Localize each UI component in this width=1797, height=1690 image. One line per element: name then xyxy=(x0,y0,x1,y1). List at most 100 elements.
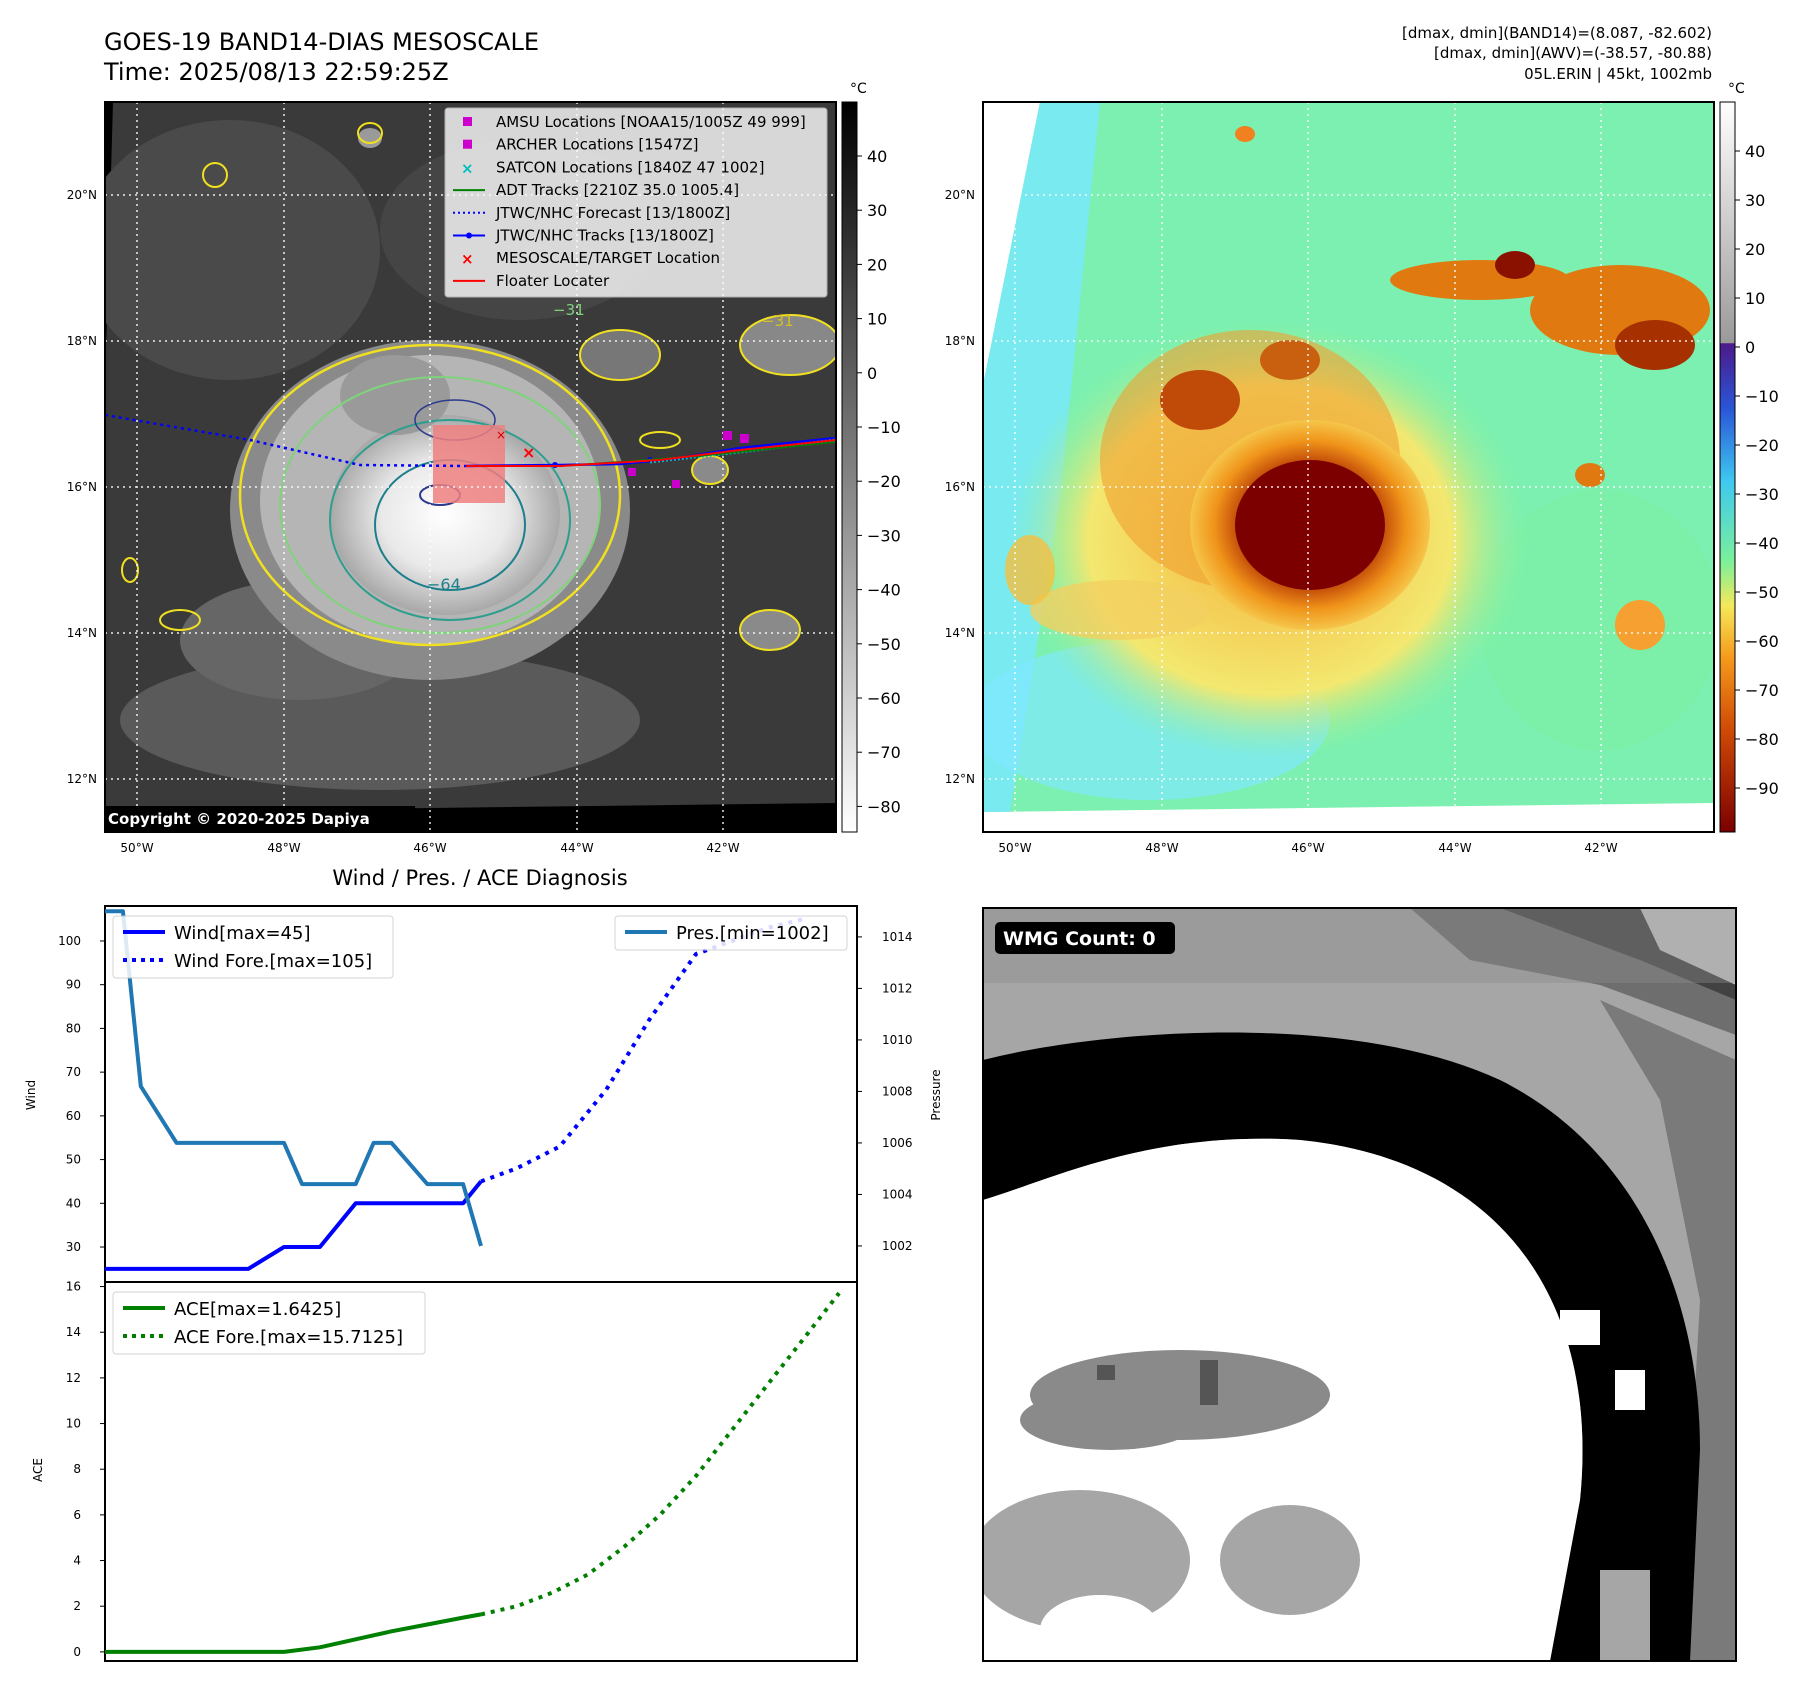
colorbar-tick-label: −30 xyxy=(1745,485,1779,504)
svg-text:×: × xyxy=(496,428,506,442)
lon-tick-label: 44°W xyxy=(1438,841,1471,855)
info-storm: 05L.ERIN | 45kt, 1002mb xyxy=(1524,65,1712,83)
legend-item-label: MESOSCALE/TARGET Location xyxy=(496,249,720,267)
svg-text:×: × xyxy=(522,443,535,462)
colorbar-tick-label: 40 xyxy=(1745,142,1765,161)
colorbar-tick-label: 0 xyxy=(1745,338,1755,357)
y-tick-label: 10 xyxy=(66,1417,81,1431)
colorbar-tick-label: 30 xyxy=(1745,191,1765,210)
lat-tick-label: 16°N xyxy=(945,480,975,494)
legend-wind-forecast: Wind Fore.[max=105] xyxy=(174,951,372,972)
series-line-0 xyxy=(105,1180,483,1271)
y-tick-label: 6 xyxy=(73,1508,81,1522)
y-tick-label: 2 xyxy=(73,1599,81,1613)
contour-label-1: −31 xyxy=(553,301,585,319)
ace-chart: 0 2 4 6 8 10 12 14 16 ACE ACE[max=1.6425] ACE Fo… xyxy=(31,1280,858,1662)
awv-colorbar-unit: °C xyxy=(1728,81,1745,97)
legend-item-label: JTWC/NHC Tracks [13/1800Z] xyxy=(495,227,714,245)
lon-tick-label: 50°W xyxy=(998,841,1031,855)
y-tick-label: 0 xyxy=(73,1645,81,1659)
legend-ace: ACE[max=1.6425] xyxy=(174,1299,341,1320)
lat-tick-label: 12°N xyxy=(67,772,97,786)
copyright-label: Copyright © 2020-2025 Dapiya xyxy=(108,810,370,828)
lat-tick-label: 16°N xyxy=(67,480,97,494)
awv-image xyxy=(983,102,1714,832)
y-tick-label: 50 xyxy=(66,1153,81,1167)
lon-tick-label: 46°W xyxy=(413,841,446,855)
figure-time: Time: 2025/08/13 22:59:25Z xyxy=(103,58,449,86)
colorbar-tick-label: −80 xyxy=(867,797,901,816)
series-line-2 xyxy=(105,909,483,1247)
legend-item-label: Floater Locater xyxy=(496,272,610,290)
y-tick-label: 14 xyxy=(66,1325,81,1339)
lat-tick-label: 18°N xyxy=(945,334,975,348)
colorbar-tick-label: 10 xyxy=(867,310,887,329)
contour-label-2: −31 xyxy=(762,312,794,330)
lon-tick-label: 42°W xyxy=(706,841,739,855)
lon-tick-label: 44°W xyxy=(560,841,593,855)
map-legend: AMSU Locations [NOAA15/1005Z 49 999] ARCH… xyxy=(444,107,828,298)
pressure-axis-label: Pressure xyxy=(929,1069,943,1120)
svg-text:×: × xyxy=(461,159,474,177)
y-tick-label: 40 xyxy=(66,1196,81,1210)
colorbar-tick-label: 10 xyxy=(1745,289,1765,308)
colorbar-tick-label: −20 xyxy=(867,472,901,491)
lat-tick-label: 20°N xyxy=(67,188,97,202)
y-tick-label: 8 xyxy=(73,1462,81,1476)
colorbar-tick-label: −50 xyxy=(867,635,901,654)
colorbar-tick-label: −80 xyxy=(1745,730,1779,749)
colorbar-tick-label: −10 xyxy=(1745,387,1779,406)
lat-tick-label: 20°N xyxy=(945,188,975,202)
y2-tick-label: 1012 xyxy=(882,981,913,995)
legend-item-label: JTWC/NHC Forecast [13/1800Z] xyxy=(495,204,730,222)
lat-tick-label: 18°N xyxy=(67,334,97,348)
y-tick-label: 4 xyxy=(73,1554,81,1568)
colorbar-tick-label: −60 xyxy=(1745,632,1779,651)
y2-tick-label: 1014 xyxy=(882,930,913,944)
colorbar-tick-label: 30 xyxy=(867,201,887,220)
lon-tick-label: 46°W xyxy=(1291,841,1324,855)
wind-axis-label: Wind xyxy=(24,1080,38,1110)
figure-title: GOES-19 BAND14-DIAS MESOSCALE xyxy=(104,28,539,56)
wmg-panel: WMG Count: 0 xyxy=(982,907,1737,1662)
series-line-1 xyxy=(480,1291,841,1617)
ir-colorbar-unit: °C xyxy=(850,81,867,97)
ace-axis-label: ACE xyxy=(31,1458,45,1482)
colorbar-tick-label: −50 xyxy=(1745,583,1779,602)
lat-tick-label: 14°N xyxy=(67,626,97,640)
lat-tick-label: 14°N xyxy=(945,626,975,640)
lon-tick-label: 48°W xyxy=(1145,841,1178,855)
info-band14: [dmax, dmin](BAND14)=(8.087, -82.602) xyxy=(1402,24,1712,42)
colorbar-tick-label: −40 xyxy=(867,581,901,600)
y-tick-label: 16 xyxy=(66,1280,81,1294)
y2-tick-label: 1010 xyxy=(882,1033,913,1047)
colorbar-tick-label: −40 xyxy=(1745,534,1779,553)
colorbar-tick-label: 40 xyxy=(867,147,887,166)
colorbar-tick-label: 20 xyxy=(867,255,887,274)
y-tick-label: 30 xyxy=(66,1240,81,1254)
y-tick-label: 12 xyxy=(66,1371,81,1385)
y2-tick-label: 1004 xyxy=(882,1187,913,1201)
pressure-legend: Pres.[min=1002] xyxy=(614,915,848,951)
legend-wind: Wind[max=45] xyxy=(174,923,311,944)
y2-tick-label: 1008 xyxy=(882,1084,913,1098)
contour-label-3: −64 xyxy=(427,575,461,594)
y-tick-label: 60 xyxy=(66,1109,81,1123)
colorbar-tick-label: −90 xyxy=(1745,779,1779,798)
y-tick-label: 90 xyxy=(66,978,81,992)
legend-ace-forecast: ACE Fore.[max=15.7125] xyxy=(174,1327,403,1348)
ir-colorbar xyxy=(841,101,858,833)
y-tick-label: 80 xyxy=(66,1021,81,1035)
wind-pressure-chart: 30 40 50 60 70 80 90 100 1002 1004 1006 1008 1010 10… xyxy=(24,905,943,1283)
y2-tick-label: 1002 xyxy=(882,1239,913,1253)
colorbar-tick-label: −10 xyxy=(867,418,901,437)
ace-legend: ACE[max=1.6425] ACE Fore.[max=15.7125] xyxy=(112,1291,426,1355)
wmg-image xyxy=(983,908,1736,1661)
series-line-0 xyxy=(105,1612,482,1654)
diagnosis-title: Wind / Pres. / ACE Diagnosis xyxy=(332,866,627,890)
ir-map-panel: × × −31 −31 −64 Copyright © 2020-2025 Da… xyxy=(67,81,901,855)
info-awv: [dmax, dmin](AWV)=(-38.57, -80.88) xyxy=(1434,44,1712,62)
colorbar-tick-label: −70 xyxy=(867,743,901,762)
legend-item-label: ADT Tracks [2210Z 35.0 1005.4] xyxy=(496,181,739,199)
